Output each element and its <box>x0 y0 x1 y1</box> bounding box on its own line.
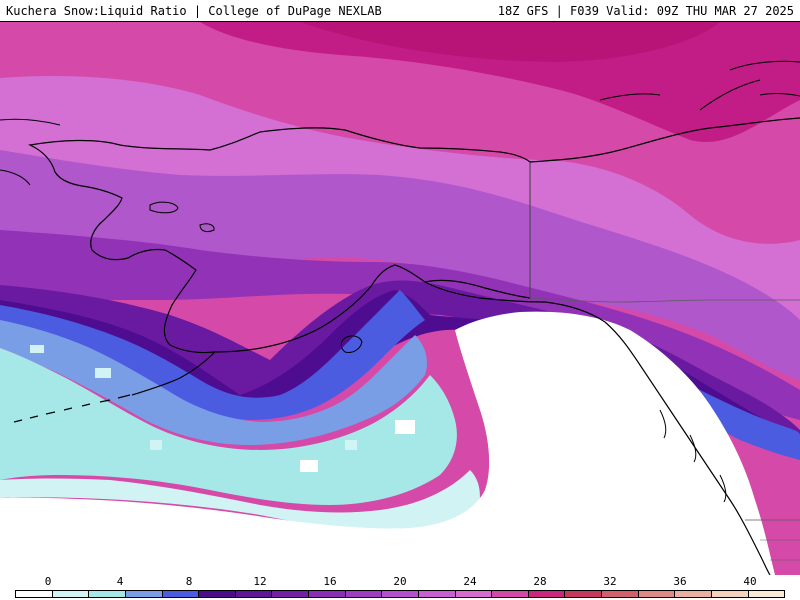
colorbar-tick-label: 28 <box>533 575 547 588</box>
colorbar-swatch <box>418 591 456 597</box>
colorbar-tick-label: 8 <box>185 575 193 588</box>
map-canvas <box>0 22 800 575</box>
colorbar-swatch <box>125 591 163 597</box>
model-run-info: 18Z GFS | F039 Valid: 09Z THU MAR 27 202… <box>497 4 794 18</box>
colorbar-swatch <box>199 591 236 597</box>
colorbar-swatch <box>528 591 566 597</box>
colorbar-swatch <box>345 591 383 597</box>
header-bar: Kuchera Snow:Liquid Ratio | College of D… <box>0 0 800 22</box>
colorbar-legend: 0 4 8 12 16 20 24 28 32 36 40 <box>0 575 800 600</box>
colorbar-swatch-strip <box>15 590 785 598</box>
colorbar-tick-label: 40 <box>743 575 757 588</box>
colorbar-tick-label: 20 <box>393 575 407 588</box>
colorbar-swatch <box>638 591 676 597</box>
colorbar-swatch <box>309 591 346 597</box>
colorbar-swatch <box>272 591 309 597</box>
colorbar-swatch <box>711 591 749 597</box>
snow-ratio-map <box>0 22 800 575</box>
colorbar-swatch <box>89 591 126 597</box>
colorbar-tick-row: 0 4 8 12 16 20 24 28 32 36 40 <box>0 575 800 588</box>
colorbar-swatch <box>675 591 712 597</box>
colorbar-swatch <box>52 591 90 597</box>
colorbar-swatch <box>492 591 529 597</box>
colorbar-tick-label: 36 <box>673 575 687 588</box>
colorbar-swatch <box>602 591 639 597</box>
colorbar-tick-label: 32 <box>603 575 617 588</box>
colorbar-tick-label: 24 <box>463 575 477 588</box>
colorbar-tick-label: 0 <box>44 575 52 588</box>
colorbar-swatch <box>455 591 493 597</box>
colorbar-tick-label: 12 <box>253 575 267 588</box>
colorbar-swatch <box>748 591 785 597</box>
colorbar-swatch <box>16 591 53 597</box>
colorbar-swatch <box>382 591 419 597</box>
colorbar-swatch <box>235 591 273 597</box>
colorbar-tick-label: 16 <box>323 575 337 588</box>
map-title: Kuchera Snow:Liquid Ratio | College of D… <box>6 4 382 18</box>
colorbar-swatch <box>162 591 200 597</box>
colorbar-tick-label: 4 <box>116 575 124 588</box>
colorbar-swatch <box>565 591 602 597</box>
